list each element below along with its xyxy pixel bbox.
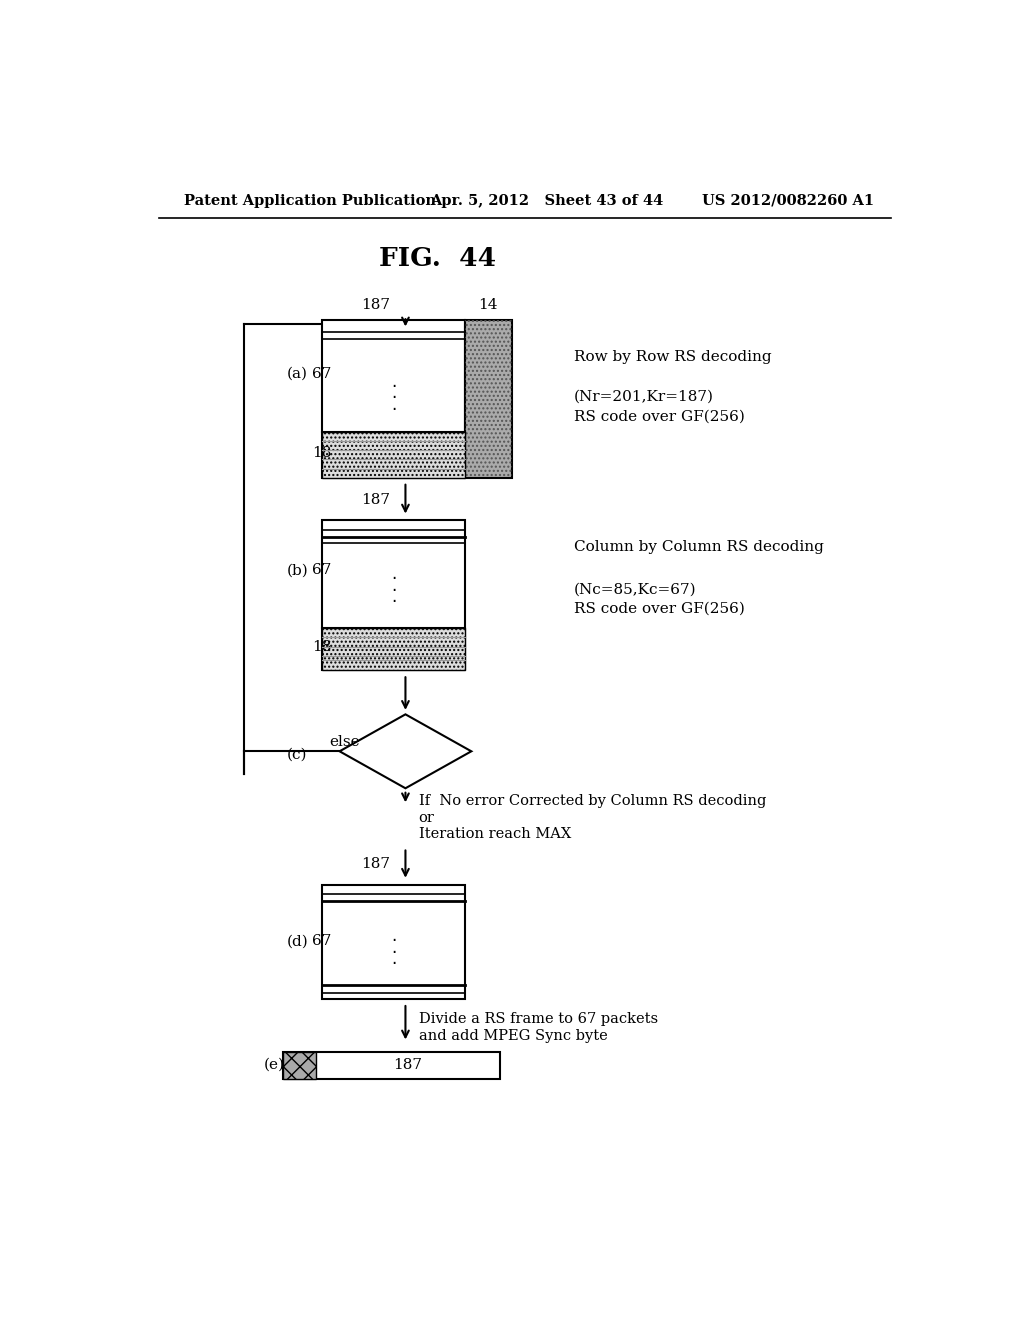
Text: (a): (a) <box>287 367 308 381</box>
Text: Row by Row RS decoding: Row by Row RS decoding <box>573 350 771 364</box>
Text: 67: 67 <box>311 367 331 381</box>
Bar <box>322 321 465 478</box>
Text: (e): (e) <box>263 1059 285 1072</box>
Text: RS code over GF(256): RS code over GF(256) <box>573 409 744 424</box>
Text: US 2012/0082260 A1: US 2012/0082260 A1 <box>701 194 873 207</box>
Text: .: . <box>391 396 396 413</box>
Bar <box>465 321 512 478</box>
Text: .: . <box>391 589 396 606</box>
Text: (Nc=85,Kc=67): (Nc=85,Kc=67) <box>573 582 696 597</box>
Text: or: or <box>419 812 434 825</box>
Text: .: . <box>391 927 396 945</box>
Text: Apr. 5, 2012   Sheet 43 of 44: Apr. 5, 2012 Sheet 43 of 44 <box>430 194 664 207</box>
Text: 18: 18 <box>311 446 331 461</box>
Bar <box>322 520 465 671</box>
Bar <box>322 432 465 478</box>
Bar <box>283 1052 500 1078</box>
Text: 18: 18 <box>311 640 331 655</box>
Text: (b): (b) <box>287 564 308 577</box>
Text: 67: 67 <box>311 935 331 949</box>
Text: 187: 187 <box>361 298 390 312</box>
Text: 14: 14 <box>478 298 498 312</box>
Text: Column by Column RS decoding: Column by Column RS decoding <box>573 540 823 554</box>
Text: 67: 67 <box>311 564 331 577</box>
Text: .: . <box>391 950 396 968</box>
Text: (c): (c) <box>287 748 307 762</box>
Polygon shape <box>340 714 471 788</box>
Bar <box>322 628 465 671</box>
Text: If  No error Corrected by Column RS decoding: If No error Corrected by Column RS decod… <box>419 795 766 808</box>
Text: (Nr=201,Kr=187): (Nr=201,Kr=187) <box>573 391 714 404</box>
Bar <box>283 1052 315 1078</box>
Text: .: . <box>391 384 396 403</box>
Text: .: . <box>391 939 396 957</box>
Text: (d): (d) <box>287 935 308 949</box>
Text: 187: 187 <box>393 1059 422 1072</box>
Text: else: else <box>330 735 360 748</box>
Text: Iteration reach MAX: Iteration reach MAX <box>419 828 570 841</box>
Text: .: . <box>391 565 396 583</box>
Text: 187: 187 <box>361 492 390 507</box>
Bar <box>322 884 465 999</box>
Text: Patent Application Publication: Patent Application Publication <box>183 194 436 207</box>
Text: 187: 187 <box>361 858 390 871</box>
Text: .: . <box>391 577 396 595</box>
Text: .: . <box>391 372 396 391</box>
Text: and add MPEG Sync byte: and add MPEG Sync byte <box>419 1030 607 1043</box>
Text: FIG.  44: FIG. 44 <box>380 246 497 271</box>
Text: Divide a RS frame to 67 packets: Divide a RS frame to 67 packets <box>419 1012 657 1026</box>
Bar <box>465 321 512 478</box>
Text: RS code over GF(256): RS code over GF(256) <box>573 602 744 616</box>
